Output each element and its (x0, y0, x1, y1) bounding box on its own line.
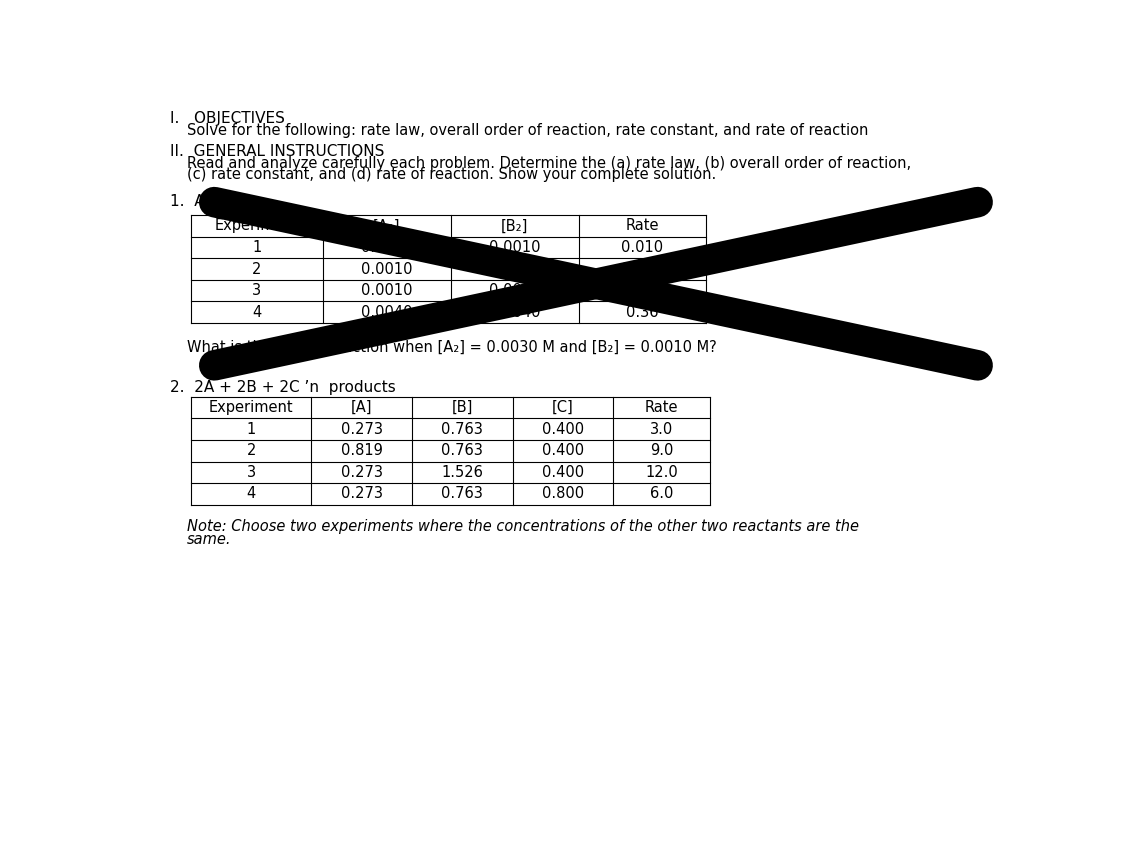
Text: 0.0010: 0.0010 (361, 261, 413, 277)
Text: 0.800: 0.800 (542, 487, 584, 501)
Text: 0.763: 0.763 (441, 422, 484, 437)
Text: 0.400: 0.400 (542, 465, 584, 480)
Text: 0.0010: 0.0010 (488, 240, 540, 255)
Text: Solve for the following: rate law, overall order of reaction, rate constant, and: Solve for the following: rate law, overa… (187, 123, 868, 138)
Text: 0.819: 0.819 (341, 444, 383, 458)
Text: Experiment: Experiment (215, 218, 299, 234)
Text: Read and analyze carefully each problem. Determine the (a) rate law, (b) overall: Read and analyze carefully each problem.… (187, 156, 911, 171)
Text: [A]: [A] (351, 400, 372, 415)
Text: 2.  2A + 2B + 2C ’n  products: 2. 2A + 2B + 2C ’n products (170, 380, 396, 395)
Text: 0.400: 0.400 (542, 422, 584, 437)
Text: 1.526: 1.526 (441, 465, 484, 480)
Text: 0.020: 0.020 (621, 261, 664, 277)
Text: Note: Choose two experiments where the concentrations of the other two reactants: Note: Choose two experiments where the c… (187, 519, 860, 533)
Text: 0.0010: 0.0010 (361, 240, 413, 255)
Text: Rate: Rate (626, 218, 659, 234)
Text: 1.  A₂ + B₂: 1. A₂ + B₂ (170, 194, 250, 210)
Text: 0.400: 0.400 (542, 444, 584, 458)
Circle shape (204, 355, 225, 376)
Text: 1: 1 (252, 240, 261, 255)
Text: 0.273: 0.273 (341, 487, 383, 501)
Text: 0.763: 0.763 (441, 487, 484, 501)
Text: [B₂]: [B₂] (501, 218, 529, 234)
Text: 0.0040: 0.0040 (488, 283, 540, 299)
Text: 1: 1 (246, 422, 255, 437)
Text: 3: 3 (246, 465, 255, 480)
Text: 12.0: 12.0 (646, 465, 678, 480)
Text: 0.0040: 0.0040 (488, 305, 540, 319)
Text: 9.0: 9.0 (650, 444, 674, 458)
Text: [A₂]: [A₂] (374, 218, 400, 234)
Text: 2: 2 (252, 261, 261, 277)
Text: 0.763: 0.763 (441, 444, 484, 458)
Text: 0.0010: 0.0010 (361, 283, 413, 299)
Text: 0.273: 0.273 (341, 465, 383, 480)
Text: 0.273: 0.273 (341, 422, 383, 437)
Text: 2: 2 (246, 444, 255, 458)
Text: 0.0040: 0.0040 (361, 305, 413, 319)
Text: 4: 4 (246, 487, 255, 501)
Text: 3: 3 (252, 283, 261, 299)
Text: same.: same. (187, 532, 232, 546)
Text: 0.0020: 0.0020 (488, 261, 540, 277)
Text: Experiment: Experiment (209, 400, 294, 415)
Text: I.   OBJECTIVES: I. OBJECTIVES (170, 111, 285, 126)
Text: [C]: [C] (552, 400, 574, 415)
Text: 0.010: 0.010 (621, 240, 664, 255)
Text: II.  GENERAL INSTRUCTIONS: II. GENERAL INSTRUCTIONS (170, 143, 385, 159)
Text: (c) rate constant, and (d) rate of reaction. Show your complete solution.: (c) rate constant, and (d) rate of react… (187, 167, 717, 182)
Text: 4: 4 (252, 305, 261, 319)
Text: 6.0: 6.0 (650, 487, 674, 501)
Text: [B]: [B] (451, 400, 472, 415)
Text: What is the rate of reaction when [A₂] = 0.0030 M and [B₂] = 0.0010 M?: What is the rate of reaction when [A₂] =… (187, 340, 717, 355)
Text: 0.36: 0.36 (627, 305, 659, 319)
Text: Rate: Rate (645, 400, 678, 415)
Text: 3.0: 3.0 (650, 422, 674, 437)
